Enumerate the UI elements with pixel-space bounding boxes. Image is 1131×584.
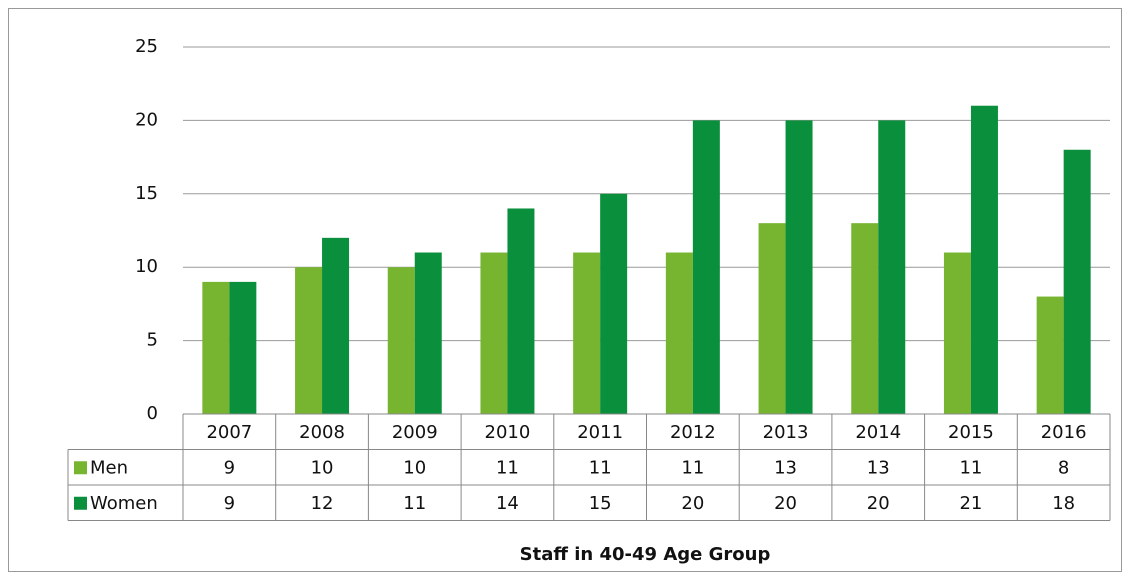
table-value: 18	[1052, 493, 1075, 514]
bar	[1036, 296, 1064, 414]
bar	[785, 120, 813, 415]
y-tick-label: 5	[147, 330, 158, 351]
bar	[202, 281, 230, 414]
x-tick-label: 2009	[392, 422, 438, 443]
table-value: 20	[867, 493, 890, 514]
bar	[414, 252, 442, 414]
bar	[322, 237, 350, 414]
x-tick-label: 2015	[948, 422, 994, 443]
x-tick-label: 2007	[206, 422, 252, 443]
bar	[970, 105, 998, 414]
table-value: 21	[959, 493, 982, 514]
table-value: 20	[681, 493, 704, 514]
y-tick-label: 15	[135, 183, 158, 204]
bar	[295, 267, 323, 414]
bar	[692, 120, 720, 415]
x-tick-label: 2008	[299, 422, 345, 443]
x-tick-label: 2014	[855, 422, 901, 443]
table-value: 12	[311, 493, 334, 514]
bar	[507, 208, 535, 414]
x-tick-label: 2016	[1041, 422, 1087, 443]
table-value: 11	[681, 457, 704, 478]
bar	[600, 193, 628, 414]
table-value: 13	[774, 457, 797, 478]
table-value: 10	[403, 457, 426, 478]
legend-swatch	[74, 461, 87, 475]
bar	[943, 252, 971, 414]
legend-swatch	[74, 496, 87, 510]
chart-frame	[8, 8, 1122, 572]
bar	[878, 120, 906, 415]
table-value: 10	[311, 457, 334, 478]
y-tick-label: 0	[147, 403, 158, 424]
bar	[387, 267, 415, 414]
x-tick-label: 2010	[485, 422, 531, 443]
bar	[758, 223, 786, 414]
chart-title: Staff in 40-49 Age Group	[520, 544, 771, 565]
bar	[1063, 149, 1091, 414]
bar	[665, 252, 693, 414]
table-value: 9	[224, 457, 235, 478]
table-value: 11	[496, 457, 519, 478]
table-value: 14	[496, 493, 519, 514]
bar	[229, 281, 257, 414]
bar	[480, 252, 508, 414]
y-tick-label: 10	[135, 256, 158, 277]
x-tick-label: 2011	[577, 422, 623, 443]
legend-label: Women	[90, 493, 158, 514]
x-tick-label: 2012	[670, 422, 716, 443]
y-tick-label: 25	[135, 36, 158, 57]
legend-label: Men	[90, 457, 128, 478]
table-value: 13	[867, 457, 890, 478]
table-value: 20	[774, 493, 797, 514]
table-value: 11	[959, 457, 982, 478]
y-tick-label: 20	[135, 109, 158, 130]
bar	[573, 252, 601, 414]
table-value: 11	[403, 493, 426, 514]
table-value: 8	[1058, 457, 1069, 478]
x-tick-label: 2013	[763, 422, 809, 443]
bar	[851, 223, 879, 414]
table-value: 11	[589, 457, 612, 478]
table-value: 15	[589, 493, 612, 514]
table-value: 9	[224, 493, 235, 514]
